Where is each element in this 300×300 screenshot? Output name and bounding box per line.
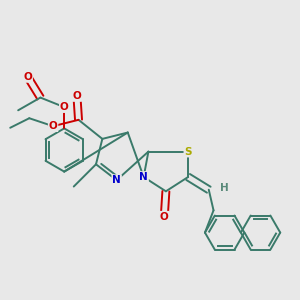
Text: O: O: [49, 121, 58, 131]
Text: O: O: [60, 102, 69, 112]
Text: N: N: [139, 172, 148, 182]
Text: O: O: [73, 91, 81, 101]
Text: O: O: [160, 212, 169, 222]
Text: S: S: [184, 147, 192, 157]
Text: N: N: [112, 175, 121, 185]
Text: H: H: [220, 183, 229, 193]
Text: O: O: [23, 72, 32, 82]
